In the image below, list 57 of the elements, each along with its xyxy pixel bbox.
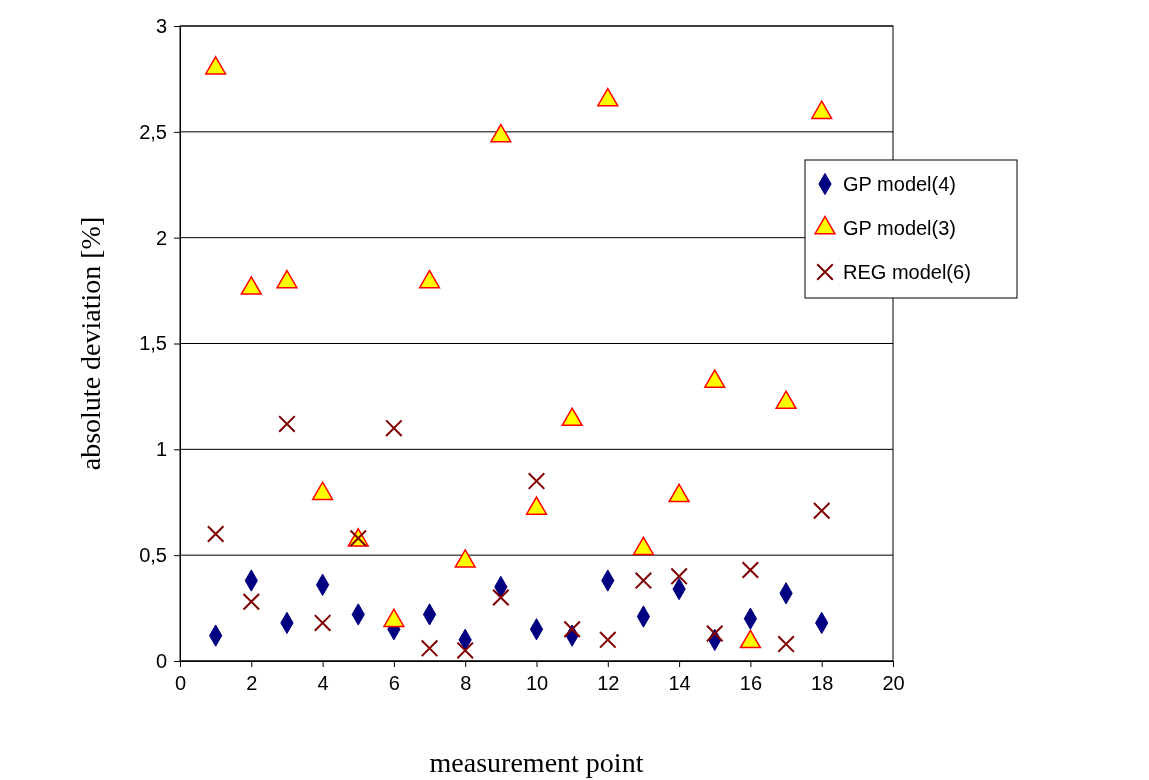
legend-label: GP model(3)	[843, 217, 957, 239]
point	[777, 635, 795, 653]
point	[276, 269, 298, 289]
point	[418, 269, 441, 289]
point	[454, 549, 476, 568]
point	[420, 639, 439, 658]
point	[597, 87, 619, 107]
point	[240, 276, 262, 295]
point	[204, 56, 227, 75]
point	[206, 525, 225, 543]
y-tick-label: 2,5	[139, 120, 167, 143]
y-tick-label: 1,5	[139, 332, 167, 355]
point	[527, 472, 546, 490]
point	[383, 608, 405, 628]
point	[670, 567, 688, 586]
x-tick-label: 2	[246, 672, 258, 694]
point	[632, 536, 655, 556]
point	[668, 483, 690, 503]
point	[385, 419, 403, 437]
x-tick-label: 20	[882, 672, 905, 694]
point	[492, 588, 510, 607]
point	[311, 481, 334, 501]
point	[775, 390, 797, 410]
point	[456, 641, 474, 660]
y-axis-title: absolute deviation [%]	[75, 216, 106, 471]
point	[634, 571, 653, 590]
legend-label: REG model(6)	[843, 261, 971, 283]
point	[705, 624, 724, 643]
x-tick-label: 14	[668, 672, 691, 694]
point	[525, 496, 548, 515]
x-axis-title: measurement point	[429, 747, 644, 778]
y-tick-label: 2	[155, 226, 167, 249]
x-tick-label: 16	[739, 672, 763, 694]
point	[563, 620, 581, 639]
point	[739, 629, 762, 649]
y-tick-label: 0	[155, 649, 167, 672]
point	[811, 100, 833, 120]
point	[704, 369, 726, 388]
x-tick-label: 12	[597, 672, 620, 694]
x-tick-label: 10	[525, 672, 549, 694]
y-tick-label: 1	[155, 438, 167, 461]
point	[561, 407, 583, 427]
x-tick-label: 4	[317, 672, 329, 694]
point	[313, 614, 332, 632]
point	[599, 631, 617, 649]
legend-label: GP model(4)	[843, 173, 957, 195]
x-tick-label: 0	[174, 672, 187, 694]
point	[812, 501, 831, 520]
point	[242, 592, 261, 611]
y-tick-label: 3	[155, 14, 167, 37]
y-tick-label: 0,5	[139, 544, 167, 567]
x-tick-label: 18	[811, 672, 834, 694]
point	[490, 123, 512, 143]
x-tick-label: 6	[388, 672, 400, 694]
x-tick-label: 8	[460, 672, 472, 694]
point	[741, 561, 760, 579]
point	[278, 415, 296, 433]
